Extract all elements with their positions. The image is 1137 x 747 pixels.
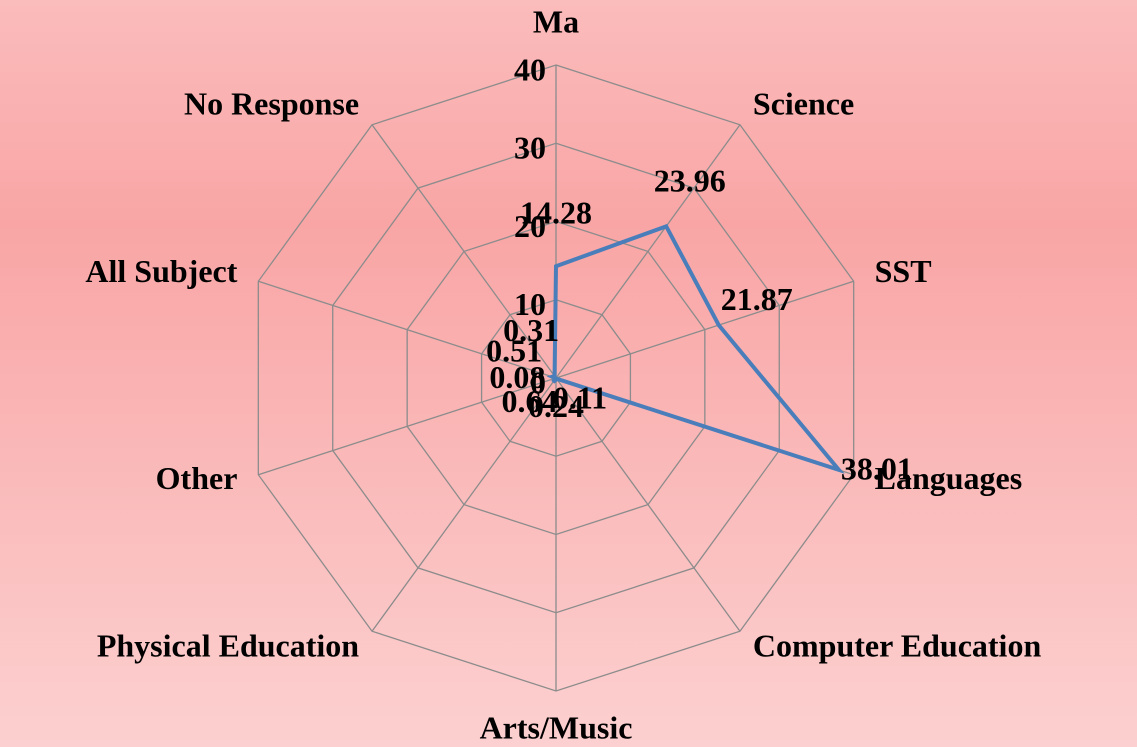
category-label: All Subject [85, 253, 237, 289]
category-label: SST [875, 253, 932, 289]
category-label: Other [156, 460, 238, 496]
value-label: 21.87 [721, 281, 793, 317]
value-label: 14.28 [520, 195, 592, 231]
value-label: 0.51 [486, 333, 542, 369]
series-line [546, 223, 845, 474]
tick-label: 30 [514, 130, 546, 166]
spoke [555, 124, 741, 379]
spoke [258, 377, 557, 476]
spoke [371, 377, 557, 632]
category-label: Physical Education [97, 627, 359, 663]
value-label: 0.24 [528, 388, 584, 424]
category-label: Science [753, 85, 854, 121]
tick-label: 0 [530, 364, 546, 400]
category-label: Computer Education [753, 627, 1042, 663]
tick-label: 10 [514, 286, 546, 322]
tick-label: 20 [514, 208, 546, 244]
value-label: 0.11 [553, 379, 607, 415]
value-label: 0.31 [503, 312, 559, 348]
category-label: Arts/Music [480, 709, 633, 745]
value-label: 0.64 [502, 383, 558, 419]
spoke [555, 280, 854, 379]
category-label: Ma [533, 3, 579, 39]
category-label: Languages [875, 460, 1023, 496]
category-label: No Response [184, 85, 359, 121]
spoke [371, 124, 557, 379]
spoke [555, 377, 741, 632]
value-label: 38.01 [841, 451, 913, 487]
value-label: 23.96 [654, 162, 726, 198]
spoke [258, 280, 557, 379]
tick-label: 40 [514, 51, 546, 87]
value-label: 0.08 [489, 359, 545, 395]
